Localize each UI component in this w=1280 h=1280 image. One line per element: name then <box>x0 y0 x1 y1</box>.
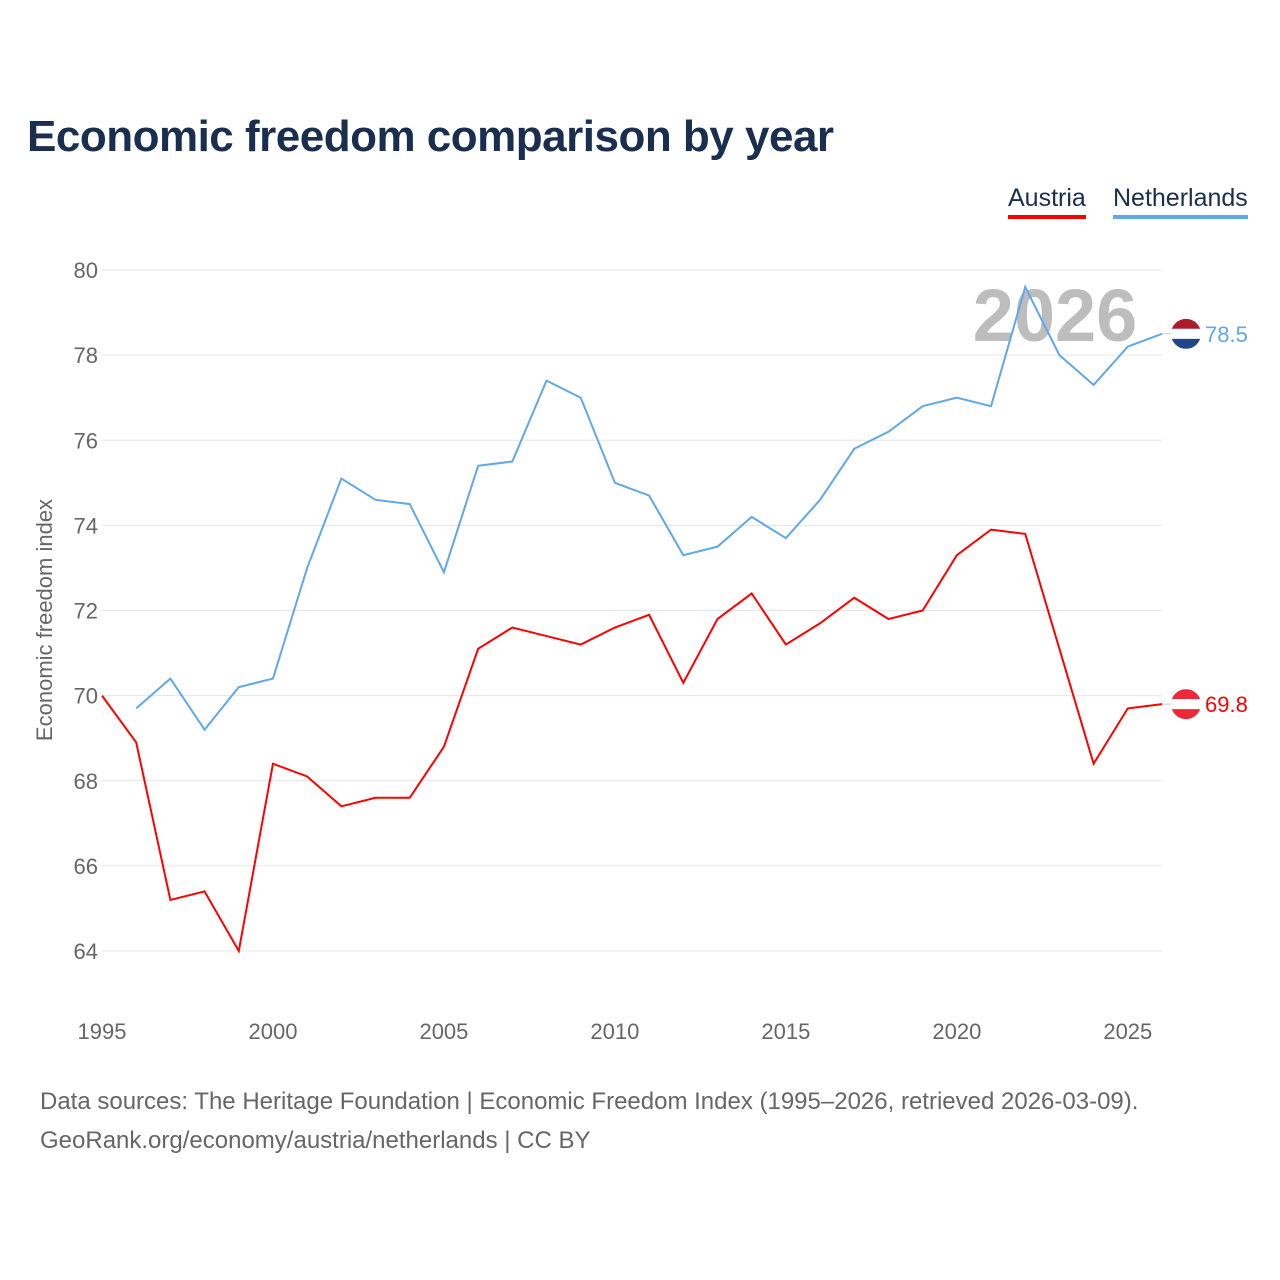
flag-stripe <box>1171 318 1201 329</box>
y-tick-label: 78 <box>74 343 98 368</box>
footer-sources: Data sources: The Heritage Foundation | … <box>40 1088 1139 1115</box>
x-tick-label: 1995 <box>78 1019 127 1044</box>
y-tick-label: 74 <box>74 513 98 538</box>
y-tick-label: 72 <box>74 599 98 624</box>
y-tick-label: 76 <box>74 428 98 453</box>
y-tick-label: 80 <box>74 258 98 283</box>
netherlands-flag-icon <box>1171 318 1201 349</box>
end-value-label: 78.5 <box>1205 322 1248 347</box>
y-tick-label: 68 <box>74 769 98 794</box>
flag-stripe <box>1171 328 1201 339</box>
x-tick-label: 2000 <box>248 1019 297 1044</box>
series-line-austria <box>101 528 1163 954</box>
flag-stripe <box>1171 709 1201 720</box>
y-axis-label: Economic freedom index <box>32 499 57 741</box>
y-tick-label: 66 <box>74 854 98 879</box>
x-tick-label: 2005 <box>419 1019 468 1044</box>
flag-stripe <box>1171 699 1201 710</box>
x-tick-label: 2010 <box>590 1019 639 1044</box>
year-watermark: 2026 <box>973 274 1138 357</box>
x-tick-label: 2020 <box>932 1019 981 1044</box>
legend-austria[interactable]: Austria <box>1008 184 1086 219</box>
flag-stripe <box>1171 338 1201 349</box>
y-tick-label: 64 <box>74 939 98 964</box>
x-tick-label: 2015 <box>761 1019 810 1044</box>
y-tick-label: 70 <box>74 684 98 709</box>
chart-title: Economic freedom comparison by year <box>27 112 834 161</box>
footer-credit: GeoRank.org/economy/austria/netherlands … <box>40 1127 591 1154</box>
legend-netherlands[interactable]: Netherlands <box>1113 184 1248 219</box>
austria-flag-icon <box>1171 689 1201 720</box>
end-value-label: 69.8 <box>1205 692 1248 717</box>
series-line-netherlands <box>135 284 1163 732</box>
flag-stripe <box>1171 689 1201 700</box>
x-tick-label: 2025 <box>1103 1019 1152 1044</box>
